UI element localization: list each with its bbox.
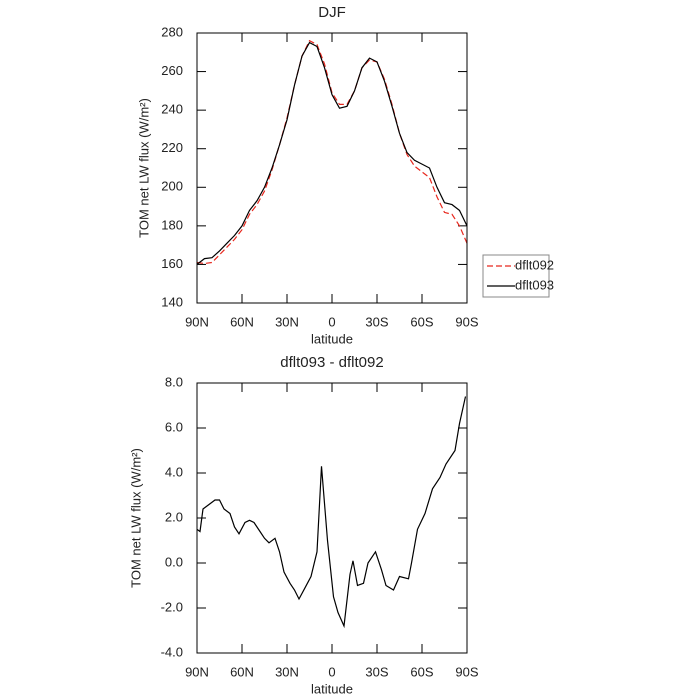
x-tick-label: 60N xyxy=(230,314,254,329)
chart-title: dflt093 - dflt092 xyxy=(280,354,383,371)
y-tick-label: 200 xyxy=(161,179,183,194)
y-tick-label: -4.0 xyxy=(161,644,183,659)
x-tick-label: 90N xyxy=(185,664,209,679)
legend-box xyxy=(482,254,550,298)
y-tick-label: 220 xyxy=(161,140,183,155)
x-tick-label: 90S xyxy=(455,664,478,679)
y-tick-label: 280 xyxy=(161,24,183,39)
y-axis-label: TOM net LW flux (W/m²) xyxy=(128,448,143,588)
y-tick-label: 140 xyxy=(161,294,183,309)
y-tick-label: 240 xyxy=(161,102,183,117)
plot-frame xyxy=(196,32,468,304)
x-tick-label: 60N xyxy=(230,664,254,679)
chart-title: DJF xyxy=(318,4,346,21)
x-axis-label: latitude xyxy=(311,681,353,696)
y-tick-label: 260 xyxy=(161,63,183,78)
data-line xyxy=(196,396,467,629)
x-axis-label: latitude xyxy=(311,331,353,346)
data-line xyxy=(196,41,468,265)
y-tick-label: 6.0 xyxy=(165,419,183,434)
y-axis-label: TOM net LW flux (W/m²) xyxy=(136,98,151,238)
x-tick-label: 30N xyxy=(275,314,299,329)
y-tick-label: 4.0 xyxy=(165,464,183,479)
x-tick-label: 30N xyxy=(275,664,299,679)
plot-frame xyxy=(196,382,468,654)
x-tick-label: 0 xyxy=(328,314,335,329)
y-tick-label: 2.0 xyxy=(165,509,183,524)
x-tick-label: 0 xyxy=(328,664,335,679)
x-tick-label: 60S xyxy=(410,664,433,679)
x-tick-label: 90S xyxy=(455,314,478,329)
x-tick-label: 90N xyxy=(185,314,209,329)
y-tick-label: 160 xyxy=(161,256,183,271)
y-tick-label: 180 xyxy=(161,217,183,232)
x-tick-label: 30S xyxy=(365,314,388,329)
legend-label: dflt093 xyxy=(515,277,554,292)
legend-label: dflt092 xyxy=(515,257,554,272)
data-line xyxy=(196,39,468,265)
y-tick-label: -2.0 xyxy=(161,599,183,614)
x-tick-label: 60S xyxy=(410,314,433,329)
y-tick-label: 0.0 xyxy=(165,554,183,569)
x-tick-label: 30S xyxy=(365,664,388,679)
y-tick-label: 8.0 xyxy=(165,374,183,389)
